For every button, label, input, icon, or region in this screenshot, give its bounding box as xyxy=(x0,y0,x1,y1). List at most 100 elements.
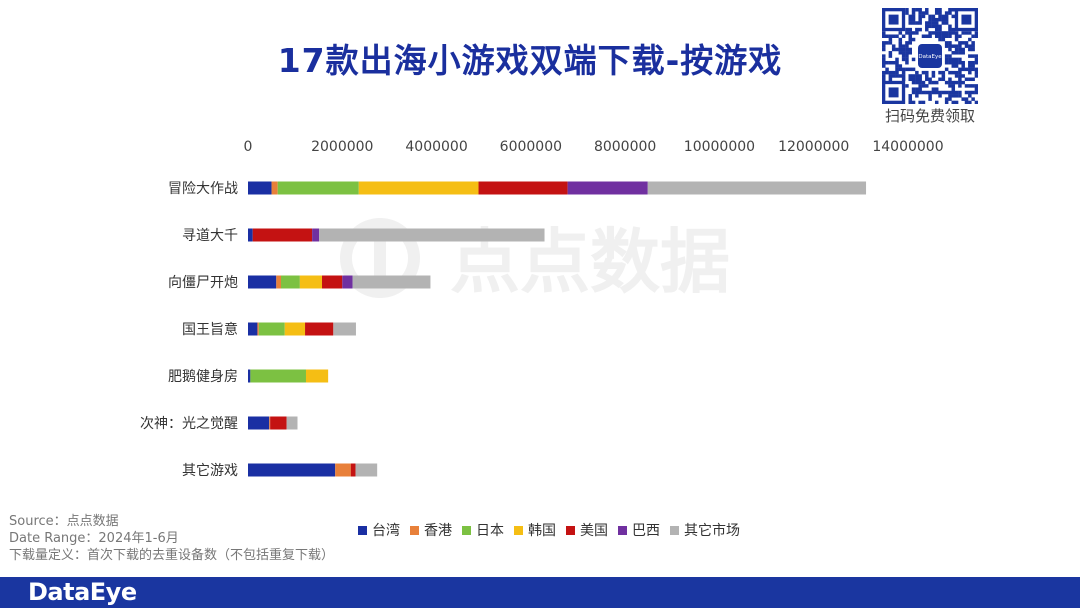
qr-module xyxy=(971,97,975,101)
qr-module xyxy=(882,60,886,65)
qr-module xyxy=(974,100,978,104)
legend-label: 台湾 xyxy=(372,523,400,539)
qr-module xyxy=(915,94,919,98)
qr-module xyxy=(898,74,903,78)
qr-module xyxy=(888,60,893,65)
qr-module xyxy=(954,64,959,68)
bar-segment xyxy=(322,275,343,289)
qr-finder xyxy=(888,87,899,98)
qr-module xyxy=(971,84,975,88)
qr-module xyxy=(882,44,886,48)
bar-segment xyxy=(333,322,356,336)
qr-code: DataEye xyxy=(882,8,978,104)
qr-module xyxy=(898,41,903,45)
qr-module xyxy=(971,47,975,52)
bar-segment xyxy=(258,322,285,336)
qr-module xyxy=(968,44,972,48)
qr-module xyxy=(931,80,936,85)
qr-module xyxy=(944,41,949,45)
qr-module xyxy=(951,8,956,12)
qr-module xyxy=(918,8,922,12)
bar-segment xyxy=(248,416,270,430)
qr-module xyxy=(934,8,939,12)
qr-module xyxy=(961,97,965,101)
qr-module xyxy=(974,70,978,75)
qr-module xyxy=(895,57,899,62)
qr-module xyxy=(941,90,946,95)
qr-module xyxy=(895,64,899,68)
qr-module xyxy=(885,34,889,38)
qr-module xyxy=(958,47,962,52)
qr-module xyxy=(958,41,962,45)
qr-module xyxy=(908,97,912,101)
qr-module xyxy=(954,74,959,78)
qr-module xyxy=(948,44,952,48)
qr-module xyxy=(908,47,912,52)
bar-segment xyxy=(248,275,277,289)
category-label: 次神：光之觉醒 xyxy=(140,416,238,432)
qr-module xyxy=(944,17,949,22)
qr-module xyxy=(921,80,926,85)
qr-module xyxy=(974,57,978,62)
qr-module xyxy=(898,47,903,52)
qr-module xyxy=(925,27,929,32)
qr-module xyxy=(908,67,912,72)
qr-module xyxy=(958,84,962,88)
qr-module xyxy=(938,90,942,95)
qr-module xyxy=(908,27,912,32)
qr-module xyxy=(888,77,893,82)
legend-label: 巴西 xyxy=(632,523,660,539)
qr-module xyxy=(908,77,912,82)
qr-module xyxy=(944,67,949,72)
qr-module xyxy=(948,41,952,45)
bar-segment xyxy=(299,275,323,289)
qr-module xyxy=(915,31,919,35)
legend-swatch xyxy=(566,526,575,535)
qr-module xyxy=(931,74,936,78)
x-tick-label: 6000000 xyxy=(500,139,562,155)
bar-segment xyxy=(286,416,298,430)
qr-module xyxy=(928,31,932,35)
qr-module xyxy=(958,57,962,62)
legend-label: 韩国 xyxy=(528,523,556,539)
qr-module xyxy=(905,57,909,62)
bar-segment xyxy=(358,181,479,195)
definition-note: 下载量定义：首次下载的去重设备数（不包括重复下载） xyxy=(9,548,335,563)
qr-module xyxy=(882,77,886,82)
qr-module xyxy=(905,51,909,55)
qr-module xyxy=(974,84,978,88)
qr-module xyxy=(944,80,949,85)
qr-module xyxy=(934,100,939,104)
qr-module xyxy=(951,70,956,75)
category-label: 肥鹅健身房 xyxy=(168,368,238,385)
qr-module xyxy=(911,37,916,42)
qr-module xyxy=(918,21,922,25)
qr-module xyxy=(958,90,962,95)
qr-module xyxy=(891,74,896,78)
qr-module xyxy=(918,74,922,78)
bar-segment xyxy=(281,275,300,289)
qr-module xyxy=(951,60,956,65)
qr-module xyxy=(971,60,975,65)
legend-swatch xyxy=(358,526,367,535)
qr-module xyxy=(908,31,912,35)
qr-module xyxy=(941,74,946,78)
qr-module xyxy=(951,44,956,48)
qr-module xyxy=(971,77,975,82)
bar-segment xyxy=(257,322,259,336)
qr-module xyxy=(954,34,959,38)
qr-module xyxy=(944,11,949,15)
qr-module xyxy=(931,90,936,95)
qr-module xyxy=(928,77,932,82)
qr-module xyxy=(888,70,893,75)
qr-module xyxy=(905,31,909,35)
qr-module xyxy=(954,57,959,62)
qr-module xyxy=(905,67,909,72)
qr-module xyxy=(968,94,972,98)
qr-module xyxy=(931,70,936,75)
date-range-note: Date Range：2024年1-6月 xyxy=(9,531,179,546)
qr-module xyxy=(958,80,962,85)
bar-segment xyxy=(355,463,378,477)
